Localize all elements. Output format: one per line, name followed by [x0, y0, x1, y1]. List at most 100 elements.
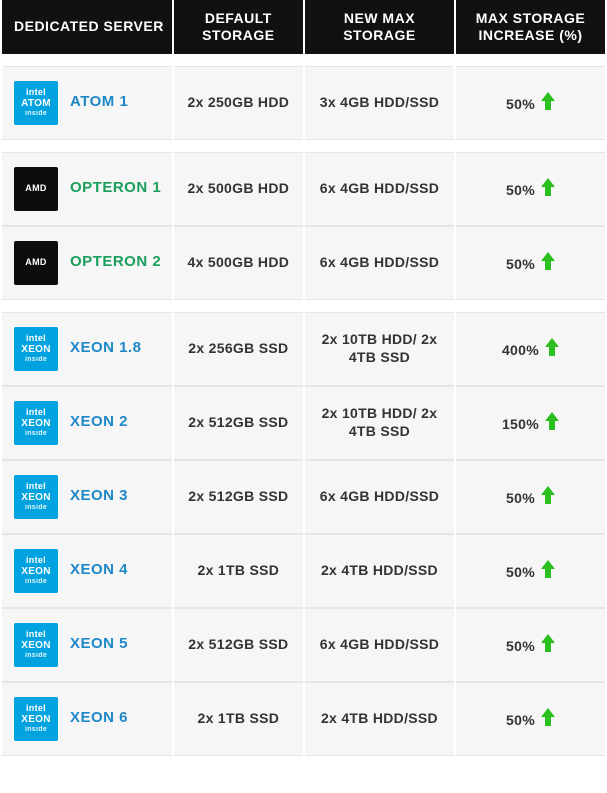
- server-name: XEON 3: [70, 487, 128, 506]
- arrow-up-icon: [545, 338, 559, 356]
- server-name: XEON 6: [70, 709, 128, 728]
- increase-pct-value: 50%: [506, 638, 535, 654]
- arrow-up-icon: [541, 486, 555, 504]
- server-cell: intel XEONinside XEON 1.8: [2, 312, 172, 386]
- badge-brand: AMD: [25, 258, 46, 267]
- server-name: OPTERON 2: [70, 253, 161, 272]
- default-storage-cell: 2x 256GB SSD: [174, 312, 303, 386]
- new-max-storage-cell: 2x 10TB HDD/ 2x 4TB SSD: [305, 312, 454, 386]
- arrow-up-icon: [541, 634, 555, 652]
- new-max-storage-cell: 6x 4GB HDD/SSD: [305, 460, 454, 534]
- arrow-up-icon: [541, 178, 555, 196]
- default-storage-cell: 2x 250GB HDD: [174, 66, 303, 140]
- badge-chip: ATOM: [21, 99, 51, 109]
- server-cell: intel ATOMinside ATOM 1: [2, 66, 172, 140]
- badge-chip: XEON: [21, 345, 51, 355]
- cpu-badge-icon: AMD: [14, 241, 58, 285]
- table-row: intel ATOMinside ATOM 1 2x 250GB HDD3x 4GB …: [2, 66, 605, 140]
- table-row: intelXEONinsideXEON 52x 512GB SSD6x 4GB …: [2, 608, 605, 682]
- badge-chip: XEON: [21, 641, 51, 651]
- badge-brand: intel: [26, 408, 46, 417]
- header-new-max-storage: NEW MAX STORAGE: [305, 0, 454, 54]
- new-max-storage-cell: 2x 4TB HDD/SSD: [305, 534, 454, 608]
- table-row: intel XEONinside XEON 6 2x 1TB SSD2x 4TB HD…: [2, 682, 605, 756]
- arrow-up-icon: [541, 252, 555, 270]
- default-storage-cell: 4x 500GB HDD: [174, 226, 303, 300]
- server-name: OPTERON 1: [70, 179, 161, 198]
- group-gap: [2, 300, 605, 312]
- server-cell: AMD OPTERON 1: [2, 152, 172, 226]
- table-row: intel XEONinside XEON 4 2x 1TB SSD2x 4TB HD…: [2, 534, 605, 608]
- badge-sub: inside: [25, 356, 47, 363]
- increase-pct-value: 50%: [506, 182, 535, 198]
- cpu-badge-icon: intelXEONinside: [14, 475, 58, 519]
- increase-pct-value: 50%: [506, 256, 535, 272]
- server-name: ATOM 1: [70, 93, 128, 112]
- cpu-badge-icon: intel XEONinside: [14, 623, 58, 667]
- increase-pct-value: 50%: [506, 712, 535, 728]
- table-row: intel XEONinside XEON 2 2x 512GB SSD2x 10TB…: [2, 386, 605, 460]
- arrow-up-icon: [541, 560, 555, 578]
- arrow-up-icon: [545, 412, 559, 430]
- badge-sub: inside: [25, 652, 47, 659]
- group-gap: [2, 54, 605, 66]
- server-name: XEON 2: [70, 413, 128, 432]
- increase-pct-value: 50%: [506, 96, 535, 112]
- badge-chip: XEON: [21, 419, 51, 429]
- new-max-storage-cell: 6x 4GB HDD/SSD: [305, 152, 454, 226]
- table-header-row: DEDICATED SERVER DEFAULT STORAGE NEW MAX…: [2, 0, 605, 54]
- new-max-storage-cell: 2x 4TB HDD/SSD: [305, 682, 454, 756]
- server-name: XEON 4: [70, 561, 128, 580]
- table-row: AMD OPTERON 2 4x 500GB HDD6x 4GB HDD/SSD 50…: [2, 226, 605, 300]
- increase-pct-cell: 50%: [456, 226, 605, 300]
- cpu-badge-icon: AMD: [14, 167, 58, 211]
- increase-pct-cell: 150%: [456, 386, 605, 460]
- default-storage-cell: 2x 1TB SSD: [174, 682, 303, 756]
- table-row: intelXEONinside XEON 3 2x 512GB SSD6x 4GB …: [2, 460, 605, 534]
- increase-pct-cell: 50%: [456, 534, 605, 608]
- badge-brand: intel: [26, 704, 46, 713]
- cpu-badge-icon: intel XEONinside: [14, 327, 58, 371]
- increase-pct-cell: 50%: [456, 460, 605, 534]
- increase-pct-cell: 400%: [456, 312, 605, 386]
- arrow-up-icon: [541, 92, 555, 110]
- cpu-badge-icon: intel XEONinside: [14, 549, 58, 593]
- increase-pct-cell: 50%: [456, 608, 605, 682]
- table-row: intel XEONinside XEON 1.8 2x 256GB SSD2x 10…: [2, 312, 605, 386]
- badge-brand: intel: [26, 630, 46, 639]
- badge-chip: XEON: [21, 715, 51, 725]
- badge-sub: inside: [25, 110, 47, 117]
- increase-pct-value: 150%: [502, 416, 539, 432]
- header-increase: MAX STORAGE INCREASE (%): [456, 0, 605, 54]
- badge-sub: inside: [25, 430, 47, 437]
- new-max-storage-cell: 2x 10TB HDD/ 2x 4TB SSD: [305, 386, 454, 460]
- group-gap: [2, 140, 605, 152]
- arrow-up-icon: [541, 708, 555, 726]
- header-default-storage: DEFAULT STORAGE: [174, 0, 303, 54]
- cpu-badge-icon: intel XEONinside: [14, 697, 58, 741]
- new-max-storage-cell: 3x 4GB HDD/SSD: [305, 66, 454, 140]
- badge-sub: inside: [25, 578, 47, 585]
- server-name: XEON 1.8: [70, 339, 142, 358]
- new-max-storage-cell: 6x 4GB HDD/SSD: [305, 226, 454, 300]
- badge-brand: AMD: [25, 184, 46, 193]
- increase-pct-value: 50%: [506, 564, 535, 580]
- default-storage-cell: 2x 500GB HDD: [174, 152, 303, 226]
- increase-pct-value: 50%: [506, 490, 535, 506]
- cpu-badge-icon: intel XEONinside: [14, 401, 58, 445]
- badge-chip: XEON: [21, 567, 51, 577]
- badge-sub: inside: [25, 726, 47, 733]
- default-storage-cell: 2x 512GB SSD: [174, 460, 303, 534]
- increase-pct-cell: 50%: [456, 66, 605, 140]
- server-cell: AMD OPTERON 2: [2, 226, 172, 300]
- badge-brand: intel: [26, 556, 46, 565]
- default-storage-cell: 2x 512GB SSD: [174, 386, 303, 460]
- increase-pct-value: 400%: [502, 342, 539, 358]
- badge-brand: intel: [26, 482, 46, 491]
- default-storage-cell: 2x 1TB SSD: [174, 534, 303, 608]
- new-max-storage-cell: 6x 4GB HDD/SSD: [305, 608, 454, 682]
- increase-pct-cell: 50%: [456, 152, 605, 226]
- badge-brand: intel: [26, 334, 46, 343]
- increase-pct-cell: 50%: [456, 682, 605, 756]
- badge-brand: intel: [26, 88, 46, 97]
